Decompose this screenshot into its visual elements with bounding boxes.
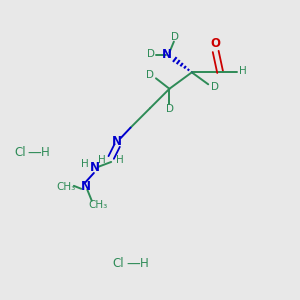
Text: CH₃: CH₃	[88, 200, 107, 210]
Text: D: D	[148, 50, 155, 59]
Text: —: —	[28, 147, 41, 161]
Text: CH₃: CH₃	[57, 182, 76, 192]
Text: H: H	[41, 146, 50, 160]
Text: H: H	[98, 155, 106, 166]
Text: N: N	[81, 180, 91, 193]
Text: H: H	[239, 67, 247, 76]
Text: N: N	[90, 160, 100, 173]
Text: N: N	[162, 48, 172, 61]
Text: D: D	[166, 104, 174, 114]
Text: —: —	[126, 257, 140, 272]
Text: H: H	[140, 257, 148, 270]
Text: D: D	[211, 82, 219, 92]
Text: H: H	[116, 155, 124, 166]
Text: H: H	[81, 159, 89, 169]
Text: Cl: Cl	[113, 257, 124, 270]
Text: N: N	[112, 134, 122, 148]
Text: D: D	[171, 32, 179, 42]
Text: O: O	[211, 38, 221, 50]
Text: D: D	[146, 70, 154, 80]
Text: Cl: Cl	[14, 146, 26, 160]
